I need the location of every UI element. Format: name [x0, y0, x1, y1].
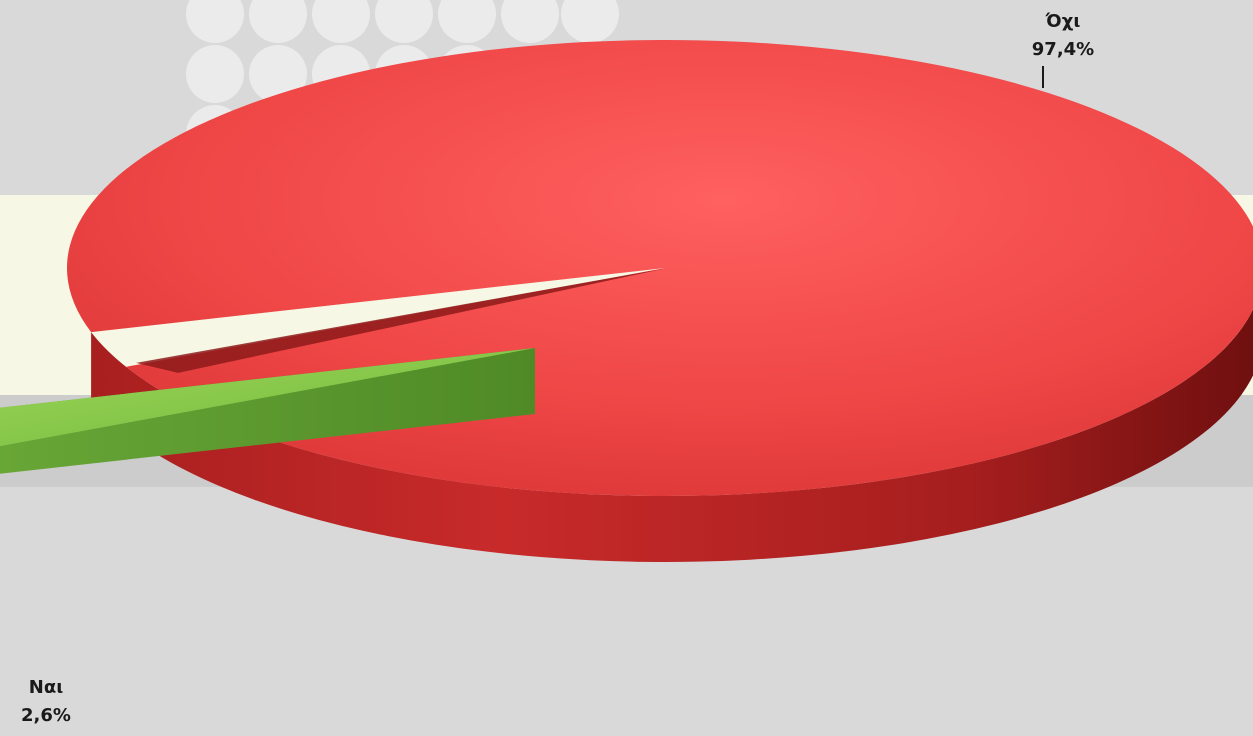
slice-group-ochi — [67, 40, 1253, 562]
bg-dot — [561, 0, 619, 43]
pie-slice-side-ochi — [91, 309, 1253, 562]
bg-dot — [501, 0, 559, 43]
bg-dot — [438, 0, 496, 43]
bg-dot — [375, 0, 433, 43]
slice-value-nai: 2,6% — [21, 705, 71, 726]
pie-slice-cut-shadow — [136, 268, 668, 373]
bg-dot — [312, 0, 370, 43]
slice-label-nai: Ναι — [29, 677, 63, 698]
bg-dot — [186, 0, 244, 43]
data-labels: Όχι 97,4% Ναι 2,6% — [21, 11, 1094, 726]
bg-dot — [186, 45, 244, 103]
slice-label-ochi: Όχι — [1045, 11, 1081, 32]
slice-group-nai — [0, 348, 535, 474]
bg-dot — [249, 45, 307, 103]
bg-dot — [249, 0, 307, 43]
pie-slice-nai — [0, 348, 535, 447]
slice-value-ochi: 97,4% — [1032, 39, 1094, 60]
pie-slice-side-nai — [0, 348, 535, 474]
